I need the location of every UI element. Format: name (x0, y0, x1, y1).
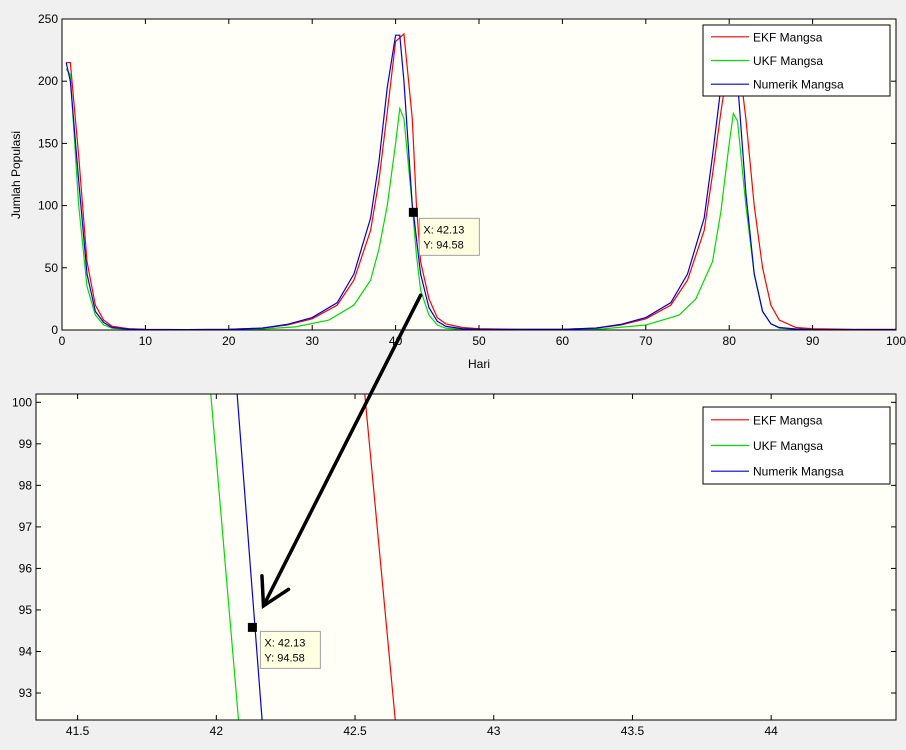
zoom-chart-legend: EKF Mangsa UKF Mangsa Numerik Mangsa (702, 406, 891, 485)
top-chart-datatip-x: X: 42.13 (423, 224, 464, 236)
zoom-chart-datatip-y: Y: 94.58 (264, 652, 304, 664)
zoom-chart-axes-box (35, 393, 897, 721)
top-chart-y-axis-label: Jumlah Populasi (9, 131, 23, 219)
top-chart-x-tick-label: 100 (886, 334, 906, 348)
top-chart-y-tick-label: 50 (45, 261, 59, 275)
top-chart-legend: EKF Mangsa UKF Mangsa Numerik Mangsa (702, 24, 891, 97)
top-chart-x-tick-label: 30 (306, 334, 320, 348)
zoom-chart-datatip-marker (247, 622, 257, 632)
zoom-chart-x-tick-label: 44 (764, 724, 778, 738)
zoom-chart-x-tick-label: 41.5 (66, 724, 90, 738)
zoom-chart-y-tick-label: 94 (19, 644, 33, 658)
top-chart-legend-label-ukf-mangsa: UKF Mangsa (753, 54, 823, 68)
top-chart-y-tick-label: 250 (38, 12, 58, 26)
top-chart-x-tick-label: 10 (139, 334, 153, 348)
top-chart-datatip-marker (408, 207, 418, 217)
top-chart-x-axis-label: Hari (468, 357, 490, 371)
zoom-chart-y-tick-label: 97 (19, 520, 33, 534)
zoom-arrow (260, 293, 423, 609)
top-chart-x-tick-label: 70 (639, 334, 653, 348)
zoom-chart-y-tick-label: 96 (19, 561, 33, 575)
top-chart-x-tick-label: 50 (472, 334, 486, 348)
zoom-chart-panel: 41.5 42 42.5 43 43.5 44 93 94 95 96 97 98 99 100 EKF … (0, 385, 906, 750)
zoom-chart-legend-label-numerik-mangsa: Numerik Mangsa (753, 465, 844, 479)
top-chart-x-tick-label: 80 (723, 334, 737, 348)
top-chart-datatip-box (418, 217, 480, 256)
zoom-chart-x-tick-label: 42 (210, 724, 224, 738)
zoom-chart-y-tick-label: 95 (19, 603, 33, 617)
zoom-arrow-shaft (261, 293, 423, 608)
top-chart-x-tick-label: 20 (222, 334, 236, 348)
zoom-chart-y-tick-label: 100 (12, 395, 32, 409)
zoom-chart-series-line-numerik-mangsa (236, 394, 263, 720)
top-chart-y-tick-label: 200 (38, 74, 58, 88)
top-chart-y-tick-label: 100 (38, 199, 58, 213)
zoom-chart-series-line-ukf-mangsa (210, 394, 240, 720)
zoom-chart-y-tick-label: 99 (19, 437, 33, 451)
top-chart-panel: 0102030405060708090100050100150200250 Ha… (0, 0, 906, 372)
zoom-chart-datatip-box (259, 630, 321, 669)
zoom-chart-y-tick-label: 93 (19, 686, 33, 700)
zoom-arrow-head (260, 574, 291, 609)
top-chart-legend-label-ekf-mangsa: EKF Mangsa (753, 30, 823, 44)
top-chart-y-tick-label: 0 (51, 323, 58, 337)
zoom-chart-x-tick-label: 43 (487, 724, 501, 738)
zoom-chart-datatip-x: X: 42.13 (264, 637, 305, 649)
top-chart-x-tick-label: 90 (806, 334, 820, 348)
zoom-chart-x-tick-label: 42.5 (343, 724, 367, 738)
top-chart-legend-label-numerik-mangsa: Numerik Mangsa (753, 78, 844, 92)
zoom-chart-series-line-ekf-mangsa (364, 394, 396, 720)
top-chart-x-tick-label: 0 (59, 334, 66, 348)
top-chart-y-tick-label: 150 (38, 136, 58, 150)
zoom-chart-x-tick-label: 43.5 (621, 724, 645, 738)
zoom-chart-legend-label-ukf-mangsa: UKF Mangsa (753, 439, 823, 453)
top-chart-datatip-y: Y: 94.58 (423, 239, 463, 251)
zoom-chart-legend-label-ekf-mangsa: EKF Mangsa (753, 413, 823, 427)
top-chart-x-tick-label: 60 (556, 334, 570, 348)
zoom-chart-y-tick-label: 98 (19, 478, 33, 492)
